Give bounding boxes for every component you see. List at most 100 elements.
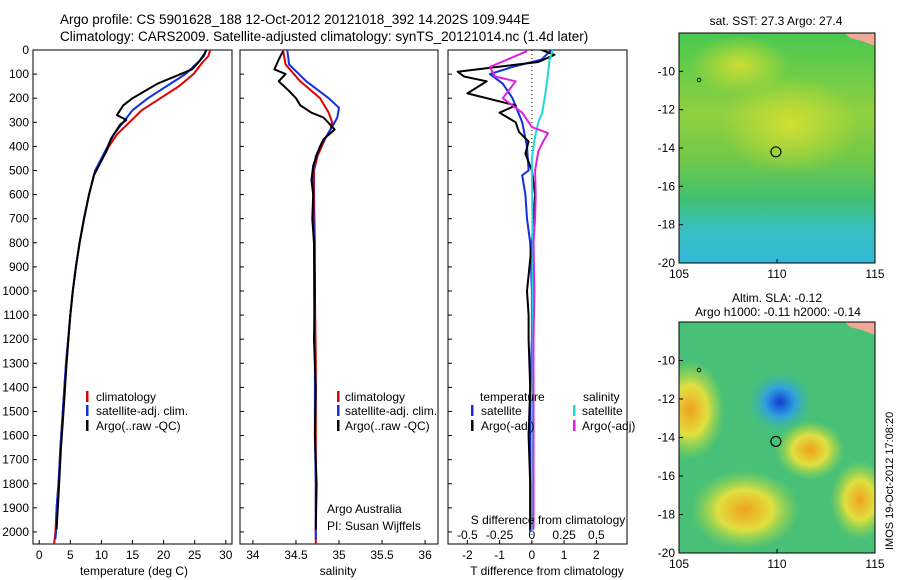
temperature-tick-label: 10 (95, 548, 109, 562)
map-lon-tick-label: 110 (767, 557, 786, 571)
map-lat-tick-label: -20 (658, 256, 676, 270)
salinity-plot-frame (239, 49, 439, 545)
legend-label-satellite: satellite-adj. clim. (345, 404, 437, 418)
argo-position-marker (770, 146, 782, 158)
temperature-tick-label: 5 (67, 548, 74, 562)
map-lat-tick-label: -14 (658, 141, 676, 155)
map-lon-tick-label: 105 (669, 267, 689, 281)
sla-high-patch (830, 460, 875, 540)
temperature-xlabel: temperature (deg C) (80, 564, 188, 578)
temperature-tick-label: 0 (36, 548, 43, 562)
island-marker (696, 77, 702, 83)
depth-tick-label: 300 (9, 115, 29, 129)
depth-tick-label: 800 (9, 236, 29, 250)
series-line-argo-raw-qc- (55, 50, 208, 530)
annotation-argo-australia: Argo Australia (327, 502, 402, 516)
map-lat-tick-label: -10 (658, 354, 676, 368)
depth-tick-label: 100 (9, 67, 29, 81)
t-difference-xlabel: T difference from climatology (470, 564, 624, 578)
s-difference-tick-label: -0.5 (457, 528, 478, 542)
temperature-difference-x-axis: -2 -1 0 1 2 (462, 540, 600, 562)
map-lat-tick-label: -12 (658, 392, 676, 406)
depth-tick-label: 1100 (3, 308, 29, 322)
map-lat-tick-label: -12 (658, 103, 676, 117)
map-lat-tick-label: -20 (658, 546, 676, 560)
depth-tick-label: 1500 (2, 404, 29, 418)
series-line-climatology (53, 50, 212, 544)
depth-tick-label: 1900 (2, 501, 29, 515)
t-difference-tick-label: -2 (462, 548, 473, 562)
series-line-salinity-argo-adj- (488, 50, 549, 530)
map-lat-tick-label: -10 (658, 64, 676, 78)
sla-map (679, 322, 875, 553)
legend-label-climatology: climatology (96, 390, 156, 404)
salinity-xlabel: salinity (320, 564, 357, 578)
temperature-legend: climatology satellite-adj. clim. Argo(..… (86, 390, 188, 433)
legend-swatch-t-satellite (471, 405, 474, 416)
map-lat-tick-label: -16 (658, 179, 676, 193)
legend-label-s-argo: Argo(-adj) (582, 419, 635, 433)
temperature-plot-frame (32, 49, 233, 545)
series-line-argo-raw-qc- (273, 50, 336, 530)
depth-tick-label: 1800 (2, 477, 29, 491)
sst-warm-patch (690, 35, 790, 95)
temperature-tick-label: 25 (188, 548, 202, 562)
depth-tick-label: 0 (22, 43, 29, 57)
series-line-salinity-satellite (530, 50, 554, 532)
side-stamp: IMOS 19-Oct-2012 17:08:20 (884, 412, 896, 550)
annotation-pi: PI: Susan Wijffels (327, 519, 421, 533)
depth-tick-label: 1700 (2, 453, 29, 467)
map-lat-tick-label: -16 (658, 469, 676, 483)
legend-label-t-argo: Argo(-adj) (481, 419, 534, 433)
sla-map-axes: 105 110 115 -10 -12 -14 -16 -18 -20 (658, 354, 885, 572)
legend-swatch-t-argo (471, 420, 474, 431)
map-lon-tick-label: 105 (669, 557, 689, 571)
header-line2: Climatology: CARS2009. Satellite-adjuste… (60, 29, 588, 44)
legend-label-satellite: satellite-adj. clim. (96, 404, 188, 418)
land-mass (845, 322, 875, 335)
series-line-climatology (282, 50, 334, 544)
legend-label-argo: Argo(..raw -QC) (345, 419, 430, 433)
depth-tick-label: 1600 (2, 429, 29, 443)
depth-tick-label: 900 (9, 260, 29, 274)
s-difference-tick-label: 0.5 (588, 528, 605, 542)
salinity-tick-label: 35.5 (370, 548, 394, 562)
legend-swatch-satellite (337, 405, 340, 416)
depth-tick-label: 500 (9, 163, 29, 177)
sla-map-subtitle: Argo h1000: -0.11 h2000: -0.14 (695, 305, 861, 319)
sst-map-axes: 105 110 115 -10 -12 -14 -16 -18 -20 (658, 64, 885, 281)
map-lat-tick-label: -18 (658, 508, 676, 522)
legend-label-climatology: climatology (345, 390, 405, 404)
legend-swatch-s-satellite (573, 405, 576, 416)
map-lon-tick-label: 115 (865, 267, 884, 281)
sst-map (679, 33, 875, 263)
depth-tick-label: 1300 (2, 356, 29, 370)
t-difference-tick-label: 2 (593, 548, 600, 562)
legend-swatch-s-argo (573, 420, 576, 431)
difference-legend: temperature satellite Argo(-adj) salinit… (471, 390, 635, 433)
s-difference-tick-label: -0.25 (486, 528, 514, 542)
t-difference-tick-label: 1 (561, 548, 568, 562)
depth-tick-label: 1200 (2, 332, 29, 346)
series-line-temperature-satellite (488, 50, 552, 532)
depth-tick-label: 200 (9, 91, 29, 105)
temperature-tick-label: 20 (157, 548, 171, 562)
sla-high-patch (690, 470, 800, 550)
map-lat-tick-label: -14 (658, 431, 676, 445)
sla-high-patch (775, 420, 845, 480)
temperature-profile-lines (53, 50, 212, 544)
depth-tick-label: 600 (9, 188, 29, 202)
header-line1: Argo profile: CS 5901628_188 12-Oct-2012… (60, 12, 530, 27)
salinity-legend: climatology satellite-adj. clim. Argo(..… (337, 390, 437, 433)
salinity-tick-label: 36 (418, 548, 432, 562)
legend-swatch-satellite (86, 405, 89, 416)
legend-title-temperature: temperature (480, 390, 545, 404)
legend-swatch-argo (86, 420, 89, 431)
sla-map-title: Altim. SLA: -0.12 (732, 291, 822, 305)
s-difference-xlabel: S difference from climatology (471, 513, 626, 527)
salinity-x-axis: 34 34.5 35 35.5 36 (246, 540, 432, 562)
salinity-profile-lines (273, 50, 340, 544)
legend-label-t-satellite: satellite (481, 404, 522, 418)
s-difference-tick-label: 0.25 (552, 528, 576, 542)
